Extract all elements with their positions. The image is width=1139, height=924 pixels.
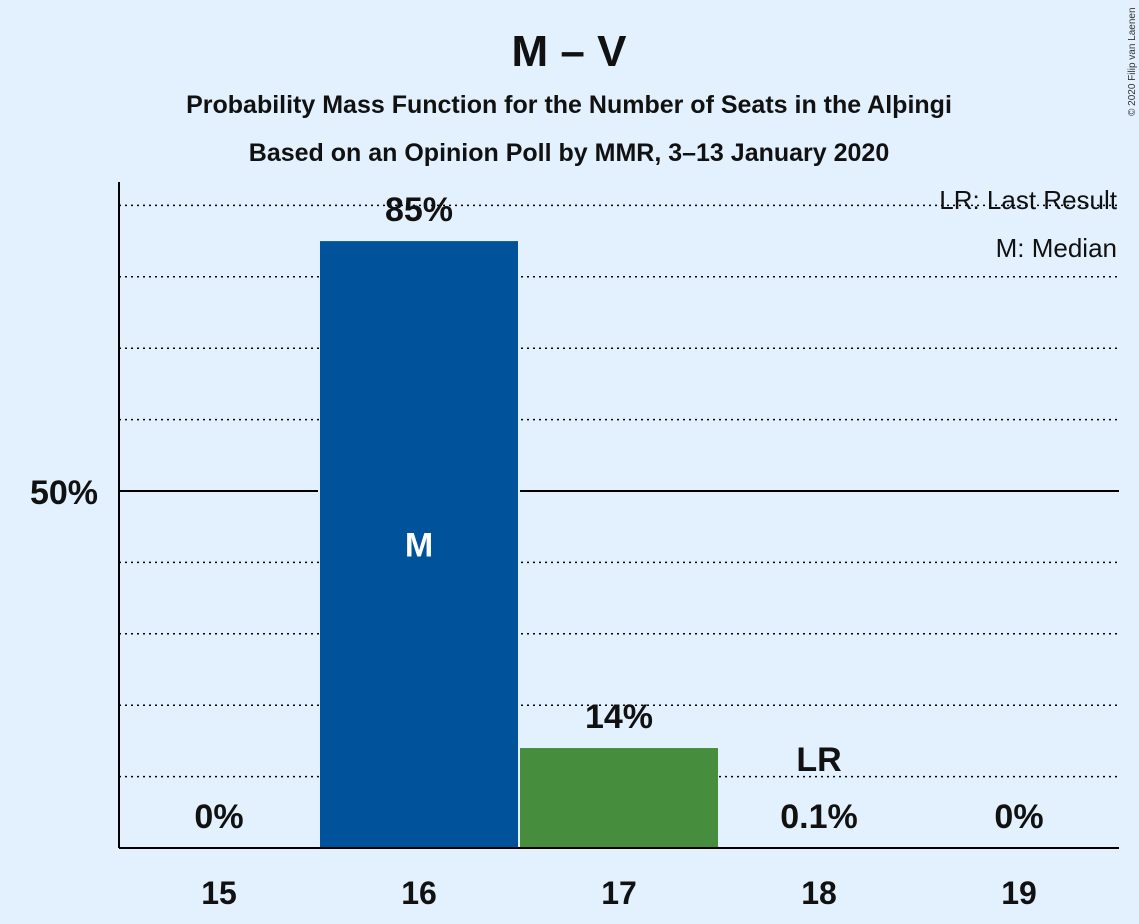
bar-value-label-18: 0.1%	[780, 798, 858, 836]
y-tick-label-50: 50%	[30, 474, 98, 512]
copyright-text: © 2020 Filip van Laenen	[1127, 7, 1138, 116]
bar-16	[320, 241, 518, 849]
grid-lines	[119, 204, 1119, 778]
legend-median: M: Median	[996, 233, 1117, 263]
x-tick-label-19: 19	[1001, 875, 1037, 911]
legend-last-result: LR: Last Result	[939, 185, 1118, 215]
median-marker: M	[405, 527, 433, 565]
chart-subtitle-2: Based on an Opinion Poll by MMR, 3–13 Ja…	[249, 139, 889, 167]
x-tick-label-15: 15	[201, 875, 237, 911]
bar-17	[520, 748, 718, 848]
x-tick-label-17: 17	[601, 875, 637, 911]
x-tick-label-16: 16	[401, 875, 437, 911]
bar-value-label-15: 0%	[194, 798, 243, 836]
x-tick-label-18: 18	[801, 875, 837, 911]
bars	[320, 241, 918, 849]
last-result-marker: LR	[796, 741, 841, 779]
bar-value-label-19: 0%	[994, 798, 1043, 836]
chart-title: M – V	[512, 27, 628, 76]
bar-value-label-16: 85%	[385, 191, 453, 229]
labels: 0% 15 85% 16 M 14% 17 0.1% 18 LR 0% 19	[194, 191, 1043, 911]
chart-subtitle-1: Probability Mass Function for the Number…	[186, 91, 952, 119]
bar-value-label-17: 14%	[585, 698, 653, 736]
